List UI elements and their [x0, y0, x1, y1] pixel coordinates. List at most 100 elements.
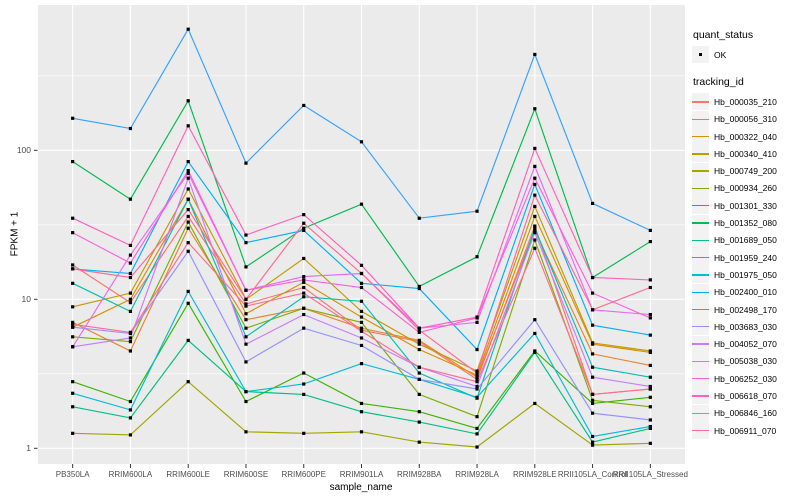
data-point [417, 328, 421, 332]
data-point [648, 405, 652, 409]
data-point [590, 352, 595, 356]
y-axis-title: FPKM + 1 [9, 211, 21, 257]
data-point [128, 349, 133, 353]
data-point [359, 140, 364, 144]
data-point [590, 375, 595, 379]
data-point [417, 392, 421, 397]
data-point [648, 316, 652, 320]
legend-item-label: Hb_004052_070 [714, 339, 777, 350]
legend-item-label: Hb_001975_050 [714, 269, 777, 280]
line-swatch-icon [692, 222, 709, 224]
data-point [475, 369, 479, 373]
data-point [648, 285, 652, 290]
legend-item-label: Hb_005038_030 [714, 356, 777, 367]
legend-item-Hb_001975_050: Hb_001975_050 [692, 266, 799, 284]
data-point [533, 401, 537, 406]
data-point [302, 221, 306, 225]
x-tick-label: RRIM600LA [109, 470, 153, 479]
data-point [302, 256, 306, 261]
data-point [71, 216, 75, 220]
data-point [186, 338, 190, 342]
data-point [186, 214, 190, 219]
line-swatch-icon [692, 205, 709, 207]
data-point [590, 365, 595, 369]
data-point [648, 384, 652, 389]
data-point [302, 295, 306, 299]
data-point [590, 275, 595, 280]
data-point [302, 371, 306, 375]
data-point [244, 399, 248, 404]
data-point [533, 224, 537, 228]
data-point [648, 349, 652, 353]
data-point [590, 443, 595, 447]
data-point [417, 330, 421, 334]
x-tick-label: RRIM928LA [455, 470, 499, 479]
data-point [475, 387, 479, 391]
data-point [359, 281, 364, 285]
data-point [186, 176, 190, 180]
data-point [128, 253, 133, 257]
data-point [71, 305, 75, 309]
data-point [128, 330, 133, 334]
x-tick-label: PB350LA [56, 470, 90, 479]
data-point [186, 159, 190, 164]
line-swatch-icon [692, 256, 709, 259]
data-point [590, 440, 595, 444]
data-point [186, 289, 190, 293]
data-point [128, 243, 133, 248]
legend-item-label: OK [714, 49, 727, 60]
data-point [302, 278, 306, 282]
legend-entries: Hb_000035_210 Hb_000056_310 Hb_000322_040 H… [692, 93, 799, 440]
data-points [71, 27, 652, 449]
data-point [359, 263, 364, 267]
legend-item-Hb_006618_070: Hb_006618_070 [692, 387, 799, 405]
data-point [302, 280, 306, 284]
data-point [302, 275, 306, 279]
data-point [417, 216, 421, 220]
line-swatch-icon [692, 343, 709, 345]
data-point [128, 297, 133, 301]
data-point [533, 214, 537, 219]
data-point [417, 377, 421, 382]
data-point [244, 233, 248, 237]
data-point [475, 380, 479, 384]
data-point [533, 350, 537, 355]
data-point [648, 278, 652, 282]
data-point [302, 103, 306, 108]
data-point [475, 347, 479, 352]
data-point [186, 99, 190, 103]
legend-item-label: Hb_001689_050 [714, 235, 777, 246]
data-point [128, 261, 133, 265]
data-point [302, 306, 306, 310]
data-point [244, 161, 248, 165]
line-swatch-icon [692, 101, 709, 103]
data-point [590, 392, 595, 397]
data-point [417, 284, 421, 289]
data-point [359, 336, 364, 340]
data-point [186, 169, 190, 173]
data-point [359, 329, 364, 333]
legend-item-Hb_000035_210: Hb_000035_210 [692, 93, 799, 111]
data-point [186, 249, 190, 253]
data-point [244, 360, 248, 364]
data-point [417, 338, 421, 342]
data-point [417, 420, 421, 424]
data-point [475, 373, 479, 377]
legend-item-Hb_003683_030: Hb_003683_030 [692, 318, 799, 336]
data-point [533, 331, 537, 336]
legend-item-Hb_001352_080: Hb_001352_080 [692, 214, 799, 232]
legend-key [692, 266, 709, 284]
data-point [590, 401, 595, 406]
line-swatch-icon [692, 135, 709, 138]
data-point [417, 286, 421, 291]
data-point [648, 424, 652, 429]
data-point [359, 401, 364, 406]
data-point [417, 347, 421, 352]
data-point [590, 323, 595, 327]
legend-key [692, 335, 709, 353]
legend-item-label: Hb_000322_040 [714, 131, 777, 142]
data-point [244, 430, 248, 434]
x-tick-label: RRIM928BA [397, 470, 442, 479]
data-point [302, 431, 306, 435]
legend-title-quant-status: quant_status [693, 29, 754, 41]
